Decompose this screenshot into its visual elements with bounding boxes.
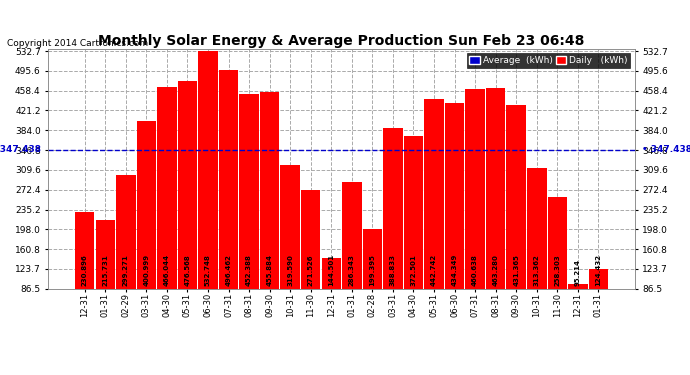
Text: 215.731: 215.731 (102, 254, 108, 286)
Text: • 347.438: • 347.438 (642, 145, 690, 154)
Text: 313.362: 313.362 (534, 254, 540, 286)
Bar (465, 89, 485, 335)
Text: 466.044: 466.044 (164, 254, 170, 286)
Bar (424, 99, 444, 335)
Text: 476.568: 476.568 (184, 254, 190, 286)
Bar (548, 197, 567, 335)
Bar (404, 136, 423, 335)
Text: 271.526: 271.526 (308, 255, 314, 286)
Text: 124.432: 124.432 (595, 254, 602, 286)
Bar (506, 105, 526, 335)
Text: Copyright 2014 Cartronics.com: Copyright 2014 Cartronics.com (7, 39, 148, 48)
Text: 400.999: 400.999 (144, 254, 149, 286)
Bar (589, 268, 608, 335)
Bar (486, 88, 505, 335)
Text: 463.280: 463.280 (493, 254, 499, 286)
Bar (445, 104, 464, 335)
Bar (239, 94, 259, 335)
Text: 434.349: 434.349 (451, 254, 457, 286)
Text: 460.638: 460.638 (472, 254, 478, 286)
Text: 199.395: 199.395 (369, 254, 375, 286)
Bar (116, 176, 135, 335)
Bar (342, 182, 362, 335)
Bar (157, 87, 177, 335)
Bar (95, 220, 115, 335)
Bar (301, 190, 320, 335)
Text: • 347.438: • 347.438 (0, 145, 41, 154)
Text: 230.896: 230.896 (81, 254, 88, 286)
Bar (280, 165, 300, 335)
Text: 319.590: 319.590 (287, 254, 293, 286)
Bar (198, 51, 218, 335)
Bar (260, 92, 279, 335)
Text: 532.748: 532.748 (205, 254, 211, 286)
Bar (363, 229, 382, 335)
Title: Monthly Solar Energy & Average Production Sun Feb 23 06:48: Monthly Solar Energy & Average Productio… (99, 34, 584, 48)
Bar (527, 168, 546, 335)
Text: 372.501: 372.501 (411, 254, 417, 286)
Bar (219, 70, 238, 335)
Bar (75, 212, 95, 335)
Bar (137, 121, 156, 335)
Text: 431.365: 431.365 (513, 254, 519, 286)
Text: 496.462: 496.462 (226, 254, 232, 286)
Bar (178, 81, 197, 335)
Text: 286.343: 286.343 (349, 254, 355, 286)
Legend: Average  (kWh), Daily   (kWh): Average (kWh), Daily (kWh) (466, 53, 630, 68)
Text: 95.214: 95.214 (575, 259, 581, 286)
Text: 144.501: 144.501 (328, 254, 334, 286)
Text: 452.388: 452.388 (246, 254, 252, 286)
Bar (383, 128, 403, 335)
Text: 455.884: 455.884 (266, 254, 273, 286)
Text: 442.742: 442.742 (431, 254, 437, 286)
Text: 258.303: 258.303 (554, 254, 560, 286)
Text: 299.271: 299.271 (123, 254, 129, 286)
Bar (322, 258, 341, 335)
Text: 388.833: 388.833 (390, 254, 396, 286)
Bar (568, 284, 588, 335)
